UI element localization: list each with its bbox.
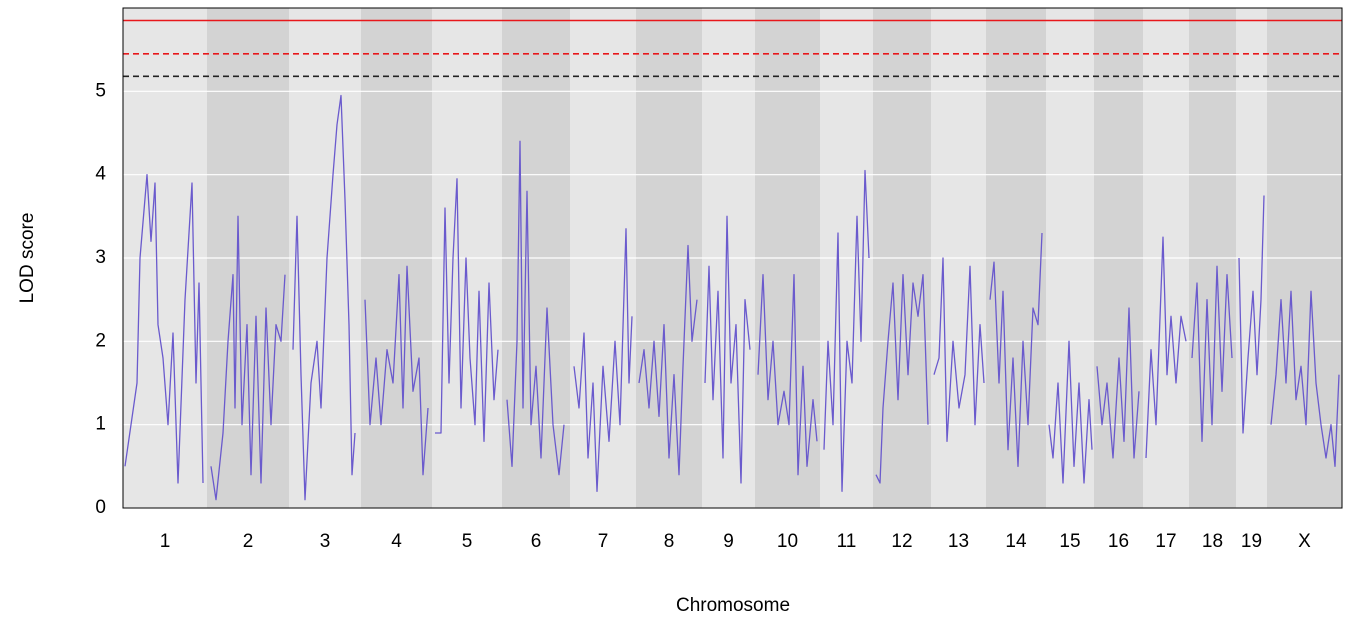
x-tick-label: 19 <box>1241 531 1262 552</box>
x-tick-label: 12 <box>891 531 912 552</box>
x-tick-label: 9 <box>723 531 734 552</box>
x-tick-label: X <box>1298 531 1311 552</box>
x-tick-label: 15 <box>1059 531 1080 552</box>
x-tick-label: 2 <box>243 531 254 552</box>
y-tick-label: 1 <box>95 414 106 435</box>
y-axis-title: LOD score <box>17 213 38 304</box>
x-tick-label: 4 <box>391 531 402 552</box>
x-tick-label: 1 <box>160 531 171 552</box>
plot-border <box>122 7 1343 509</box>
lod-line <box>124 94 1340 501</box>
y-tick-label: 3 <box>95 247 106 268</box>
y-tick-label: 2 <box>95 330 106 351</box>
x-tick-label: 8 <box>664 531 675 552</box>
x-tick-label: 11 <box>837 531 857 552</box>
x-tick-label: 5 <box>462 531 473 552</box>
x-tick-label: 7 <box>598 531 609 552</box>
y-tick-label: 4 <box>95 164 106 185</box>
x-tick-label: 6 <box>531 531 542 552</box>
x-tick-label: 3 <box>320 531 331 552</box>
x-tick-label: 18 <box>1202 531 1223 552</box>
x-tick-label: 17 <box>1155 531 1176 552</box>
x-tick-label: 10 <box>777 531 798 552</box>
x-tick-label: 13 <box>948 531 969 552</box>
x-axis-title: Chromosome <box>676 595 790 616</box>
y-tick-label: 5 <box>95 80 106 101</box>
x-tick-label: 16 <box>1108 531 1129 552</box>
x-tick-label: 14 <box>1005 531 1027 552</box>
y-tick-label: 0 <box>95 497 106 518</box>
